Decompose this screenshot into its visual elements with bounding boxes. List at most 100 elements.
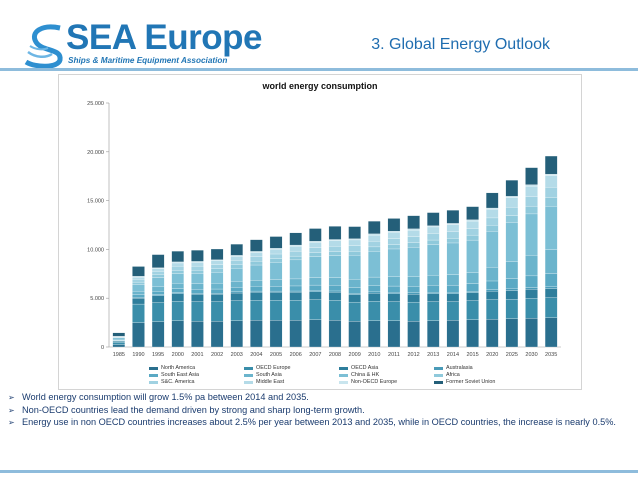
- bar-segment: [250, 256, 263, 262]
- bar-segment: [269, 258, 283, 263]
- bar-segment: [210, 272, 224, 284]
- legend-label: China & HK: [351, 372, 380, 378]
- legend-item: Africa: [434, 372, 460, 378]
- bar-segment: [289, 255, 302, 261]
- bar-segment: [191, 283, 204, 290]
- bullet-arrow-icon: ➢: [8, 418, 15, 427]
- bar-segment: [525, 287, 538, 290]
- bar-segment: [505, 261, 519, 279]
- bar-segment: [446, 320, 460, 348]
- bar-segment: [269, 236, 283, 249]
- bar-segment: [427, 226, 440, 235]
- bar-segment: [544, 286, 558, 289]
- legend-item: Former Soviet Union: [434, 379, 495, 385]
- bar-segment: [309, 256, 322, 278]
- bullet-text: Energy use in non OECD countries increas…: [22, 417, 616, 427]
- bar-segment: [427, 233, 440, 241]
- bar-segment: [505, 288, 519, 291]
- bar-segment: [544, 197, 558, 207]
- bar-segment: [368, 285, 381, 293]
- y-tick-label: 15.000: [87, 199, 104, 205]
- bar-segment: [151, 254, 165, 268]
- bar-segment: [269, 248, 283, 250]
- bar-segment: [132, 298, 145, 305]
- bullet-text: Non-OECD countries lead the demand drive…: [22, 404, 365, 415]
- bar-segment: [544, 175, 558, 188]
- bar-segment: [407, 321, 420, 348]
- bar-segment: [505, 180, 519, 197]
- bar-segment: [289, 285, 302, 292]
- bar-segment: [466, 220, 479, 229]
- bar-segment: [191, 294, 204, 302]
- bar-segment: [328, 255, 342, 278]
- bar-segment: [210, 294, 224, 302]
- bar-segment: [387, 231, 401, 233]
- x-tick-label: 2002: [211, 352, 223, 358]
- bar-segment: [309, 228, 322, 242]
- bar-segment: [151, 291, 165, 295]
- footer-divider: [0, 470, 638, 473]
- bar-segment: [348, 321, 361, 348]
- bar-segment: [230, 291, 243, 294]
- bar-segment: [348, 239, 361, 246]
- bar-segment: [407, 242, 420, 248]
- slide-title: 3. Global Energy Outlook: [371, 36, 550, 53]
- bar-segment: [309, 247, 322, 253]
- legend-swatch: [149, 380, 158, 384]
- bar-segment: [132, 277, 145, 280]
- bar-segment: [446, 292, 460, 294]
- x-tick-label: 2030: [525, 352, 537, 358]
- bar-segment: [191, 273, 204, 284]
- legend-label: South Asia: [256, 372, 282, 378]
- bullet-text: World energy consumption will grow 1.5% …: [22, 392, 309, 402]
- bar-segment: [525, 318, 538, 348]
- bar-segment: [544, 155, 558, 175]
- logo-wordmark: SEA Europe: [66, 18, 262, 57]
- bar-segment: [132, 294, 145, 298]
- bar-segment: [505, 222, 519, 262]
- bar-segment: [446, 274, 460, 286]
- bullet-list: ➢ World energy consumption will grow 1.5…: [8, 392, 634, 430]
- bar-segment: [151, 295, 165, 303]
- bar-segment: [368, 320, 381, 348]
- bar-segment: [544, 206, 558, 250]
- legend-item: North America: [149, 365, 195, 371]
- x-tick-label: 2025: [506, 352, 518, 358]
- bar-segment: [368, 301, 381, 321]
- bar-segment: [191, 261, 204, 263]
- bar-segment: [466, 300, 479, 320]
- bar-segment: [466, 272, 479, 284]
- bar-segment: [446, 242, 460, 275]
- bar-segment: [250, 280, 263, 287]
- bar-segment: [230, 256, 243, 261]
- legend-label: OECD Europe: [256, 365, 291, 371]
- bar-segment: [486, 289, 499, 292]
- bar-segment: [230, 255, 243, 257]
- bar-segment: [427, 285, 440, 293]
- bar-segment: [525, 289, 538, 299]
- bar-segment: [309, 241, 322, 243]
- bar-segment: [328, 300, 342, 321]
- bar-segment: [407, 215, 420, 229]
- bar-segment: [250, 290, 263, 293]
- bar-segment: [309, 252, 322, 257]
- bar-segment: [328, 277, 342, 286]
- bar-segment: [171, 270, 184, 274]
- bar-segment: [151, 286, 165, 292]
- bar-segment: [486, 217, 499, 226]
- x-tick-label: 2010: [368, 352, 380, 358]
- bar-segment: [446, 293, 460, 302]
- bar-segment: [544, 317, 558, 348]
- bar-segment: [348, 287, 361, 294]
- bar-segment: [132, 266, 145, 277]
- bar-segment: [446, 301, 460, 321]
- bar-segment: [486, 192, 499, 209]
- bar-segment: [446, 223, 460, 225]
- bar-segment: [387, 292, 401, 294]
- legend-swatch: [244, 366, 253, 370]
- legend-item: South Asia: [244, 372, 282, 378]
- bar-segment: [250, 261, 263, 266]
- bar-segment: [368, 234, 381, 242]
- bar-segment: [250, 292, 263, 301]
- bar-segment: [368, 221, 381, 235]
